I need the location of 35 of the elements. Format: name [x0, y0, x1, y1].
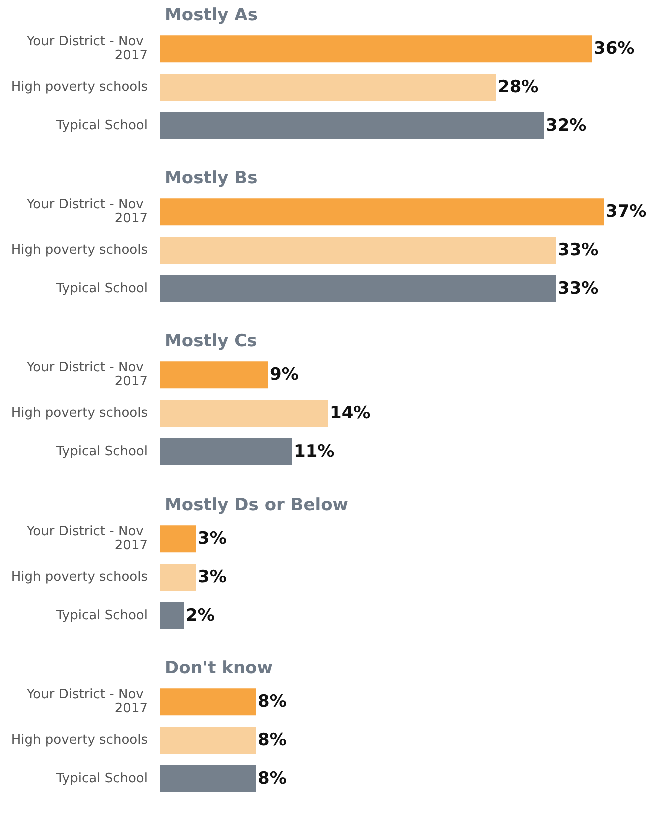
data-label: 8% — [258, 692, 287, 712]
data-label: 33% — [558, 279, 599, 300]
data-label: 11% — [294, 442, 335, 462]
chart-title: Mostly Cs — [165, 332, 258, 352]
y-tick-label: Typical School — [56, 282, 148, 297]
chart-title: Don't know — [165, 658, 274, 678]
y-tick-label: High poverty schools — [11, 406, 148, 422]
y-tick-label: High poverty schools — [11, 570, 148, 585]
data-label: 14% — [330, 404, 371, 424]
y-tick-label: Typical School — [56, 444, 148, 460]
y-tick-label: Typical School — [56, 608, 148, 623]
data-label: 28% — [498, 78, 539, 98]
y-tick-label: High poverty schools — [11, 80, 148, 95]
data-label: 3% — [198, 528, 227, 549]
y-tick-label: High poverty schools — [11, 732, 148, 748]
y-tick-label: Your District - Nov 2017 — [26, 198, 148, 227]
data-label: 3% — [198, 567, 227, 588]
data-label: 36% — [594, 39, 635, 60]
data-label: 8% — [258, 730, 287, 750]
chart-title: Mostly Bs — [165, 168, 258, 189]
data-label: 32% — [546, 116, 587, 136]
data-label: 33% — [558, 240, 599, 261]
y-tick-label: High poverty schools — [11, 243, 148, 258]
data-label: 8% — [258, 768, 287, 789]
y-tick-label: Your District - Nov 2017 — [26, 524, 148, 554]
y-tick-label: Your District - Nov 2017 — [26, 361, 148, 390]
y-tick-label: Typical School — [56, 118, 148, 134]
data-label: 2% — [186, 605, 215, 626]
text: Mostly Ds or Below — [165, 495, 349, 516]
y-tick-label: Your District - Nov 2017 — [26, 34, 148, 64]
y-tick-label: Your District - Nov 2017 — [26, 687, 148, 716]
chart-title: Mostly As — [165, 6, 258, 26]
data-label: 9% — [270, 366, 299, 386]
data-label: 37% — [606, 202, 647, 222]
y-tick-label: Typical School — [56, 771, 148, 786]
